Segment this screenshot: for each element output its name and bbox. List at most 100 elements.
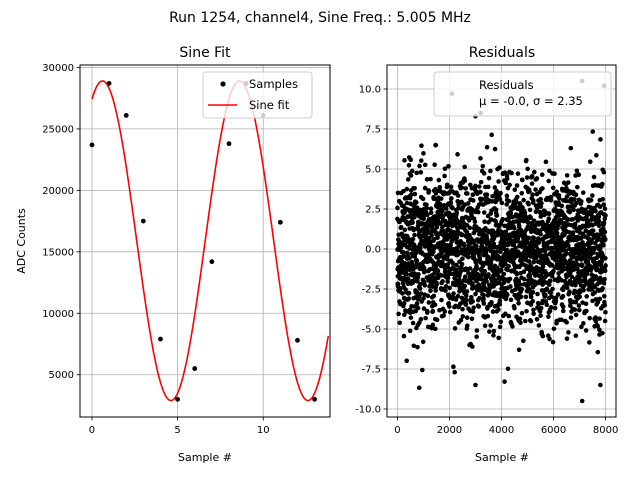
residual-point [420, 367, 425, 373]
residual-point [503, 311, 508, 317]
residual-point [580, 190, 586, 195]
residual-point [482, 268, 488, 274]
residual-point [571, 207, 576, 213]
residual-point [573, 299, 579, 305]
residual-point [525, 220, 531, 225]
residual-point [600, 196, 606, 202]
sine-fit-ticks: 0 5 10 5000 10000 15000 20000 25000 30000 [42, 63, 269, 436]
residual-point [453, 297, 459, 302]
residual-point [442, 166, 448, 171]
residual-point [400, 291, 405, 296]
residual-point [455, 152, 460, 157]
residual-point [601, 220, 607, 225]
residual-point [563, 198, 569, 204]
residual-point [402, 312, 407, 318]
residual-point [519, 286, 525, 292]
residual-point [538, 204, 544, 209]
residual-point [472, 219, 478, 225]
residual-point [439, 208, 445, 214]
sine-fit-panel: Sine Fit 0 5 10 5000 10000 15000 20000 25000 300… [15, 45, 331, 464]
residual-point [485, 306, 490, 311]
residual-point [447, 309, 453, 315]
residual-point [560, 293, 566, 299]
residual-point [404, 271, 409, 277]
residual-point [428, 288, 433, 294]
residual-point [415, 344, 420, 350]
x-tick-label: 2000 [437, 425, 462, 436]
residual-point [603, 255, 608, 261]
residual-point [589, 210, 595, 215]
residual-point [539, 200, 544, 206]
residual-point [602, 206, 608, 212]
residual-point [515, 194, 520, 200]
residual-point [564, 320, 569, 325]
residual-point [468, 277, 473, 282]
residual-point [496, 179, 501, 184]
residual-point [474, 266, 480, 271]
residual-point [460, 232, 465, 238]
residual-point [511, 226, 517, 231]
sample-point [106, 81, 112, 86]
residual-point [434, 224, 440, 230]
residual-point [483, 250, 489, 256]
residual-point [600, 330, 605, 336]
residual-point [491, 328, 497, 334]
residual-point [414, 200, 419, 205]
residual-point [443, 269, 448, 275]
residual-point [522, 210, 528, 215]
residual-point [526, 235, 532, 241]
residual-point [523, 157, 529, 163]
residual-point [552, 305, 558, 311]
residual-point [478, 189, 483, 195]
y-tick-label: 5000 [49, 370, 74, 381]
residual-point [425, 212, 430, 218]
residual-point [448, 242, 453, 248]
residual-point [410, 220, 415, 225]
residual-point [596, 214, 602, 219]
residual-point [504, 202, 509, 207]
residual-point [462, 178, 468, 184]
residual-point [411, 343, 417, 349]
residual-point [443, 206, 449, 211]
residual-point [482, 219, 487, 224]
residual-point [520, 177, 525, 183]
residual-point [454, 262, 459, 268]
residual-point [434, 317, 440, 323]
residual-point [587, 340, 592, 345]
residual-point [550, 339, 556, 345]
residual-point [407, 328, 413, 334]
residual-point [593, 208, 598, 214]
residual-point [496, 307, 501, 312]
residual-point [602, 229, 608, 235]
legend-sine-fit-label: Sine fit [249, 98, 290, 112]
residual-point [462, 274, 468, 280]
residual-point [560, 304, 566, 310]
residual-point [488, 168, 493, 174]
residuals-legend-box [433, 71, 612, 117]
residual-point [565, 217, 570, 223]
residual-point [486, 175, 492, 181]
sine-fit-xlabel: Sample # [178, 451, 232, 464]
y-tick-label: -7.5 [361, 365, 381, 376]
residual-point [488, 217, 494, 222]
residual-point [404, 200, 410, 206]
residual-point [583, 301, 589, 307]
residual-point [433, 142, 439, 148]
residual-point [494, 188, 499, 194]
residual-point [444, 182, 450, 188]
residual-point [576, 303, 582, 308]
residual-point [513, 245, 518, 251]
residual-point [516, 224, 522, 230]
residual-point [497, 324, 503, 330]
residual-point [458, 269, 464, 274]
residual-point [592, 290, 597, 295]
residual-point [506, 313, 512, 319]
residual-point [530, 192, 535, 197]
residual-point [461, 243, 467, 248]
residual-point [570, 230, 576, 235]
residual-point [448, 184, 454, 190]
residual-point [418, 291, 424, 296]
residual-point [464, 315, 470, 320]
residual-point [469, 316, 475, 322]
residual-point [527, 207, 533, 213]
